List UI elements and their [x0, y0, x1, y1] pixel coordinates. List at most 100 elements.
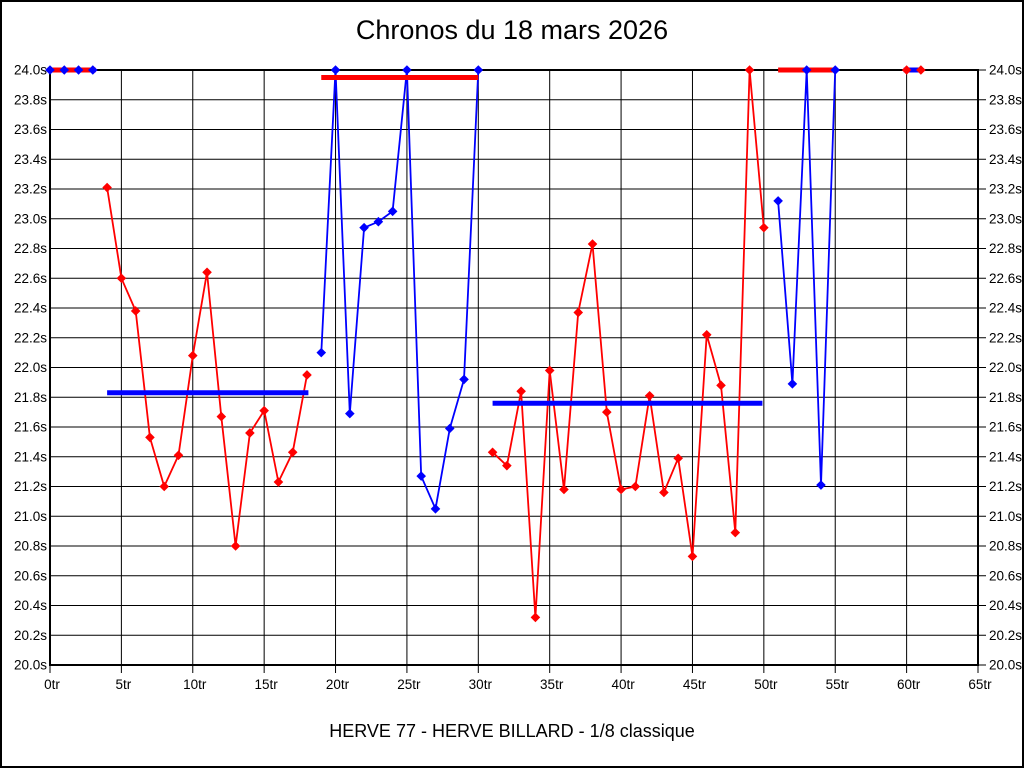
point-marker-stint-5	[816, 480, 826, 490]
point-marker-stint-2	[187, 350, 198, 361]
y-axis-label-left: 21.8s	[14, 390, 47, 405]
point-marker-stint-4	[644, 390, 655, 401]
x-axis-label: 50tr	[754, 677, 778, 692]
point-marker-stint-4	[673, 453, 683, 464]
y-axis-label-left: 22.4s	[14, 301, 47, 316]
point-marker-stint-4	[573, 307, 584, 318]
point-marker-stint-4	[602, 407, 612, 417]
point-marker-stint-2	[116, 273, 127, 284]
point-marker-stint-4	[687, 551, 698, 562]
y-axis-label-right: 20.0s	[989, 658, 1022, 673]
y-axis-label-left: 21.6s	[14, 420, 47, 435]
y-axis-label-right: 21.2s	[989, 479, 1022, 494]
series-line-stint-5	[777, 69, 837, 486]
series-line-stint-2	[106, 187, 308, 547]
y-axis-label-left: 20.8s	[14, 539, 47, 554]
y-axis-label-right: 22.6s	[989, 271, 1022, 286]
y-axis-label-left: 22.0s	[14, 360, 47, 375]
point-marker-stint-2	[259, 405, 269, 416]
point-marker-stint-4	[716, 380, 726, 391]
point-marker-stint-2	[245, 428, 255, 438]
x-axis-label: 60tr	[897, 677, 921, 692]
y-axis-label-left: 20.4s	[14, 598, 47, 613]
y-axis-label-left: 23.6s	[14, 122, 47, 137]
y-axis-label-right: 24.0s	[989, 63, 1022, 78]
series-line-stint-3	[320, 69, 480, 510]
y-axis-label-right: 23.2s	[989, 182, 1022, 197]
point-marker-stint-2	[302, 370, 312, 380]
y-axis-label-left: 21.2s	[14, 479, 47, 494]
y-axis-label-left: 20.2s	[14, 628, 47, 643]
point-marker-stint-1	[88, 65, 98, 75]
point-marker-stint-4	[544, 365, 555, 376]
y-axis-label-right: 21.8s	[989, 390, 1022, 405]
point-marker-stint-3	[459, 374, 469, 385]
x-axis-label: 65tr	[968, 677, 992, 692]
point-marker-stint-4	[730, 527, 741, 538]
x-axis-label: 25tr	[397, 677, 421, 692]
point-marker-stint-2	[173, 450, 184, 461]
point-marker-stint-4	[616, 484, 626, 495]
point-marker-stint-2	[216, 411, 227, 422]
point-marker-stint-6	[916, 65, 926, 75]
y-axis-label-left: 20.6s	[14, 568, 47, 583]
point-marker-stint-2	[130, 306, 141, 316]
point-marker-stint-3	[416, 471, 426, 481]
point-marker-stint-3	[444, 423, 455, 434]
point-marker-stint-1	[59, 65, 70, 75]
point-marker-stint-2	[287, 447, 298, 458]
y-axis-label-left: 22.8s	[14, 241, 47, 256]
x-axis-label: 45tr	[683, 677, 707, 692]
point-marker-stint-4	[502, 460, 512, 471]
y-axis-label-right: 21.6s	[989, 420, 1022, 435]
y-axis-label-right: 22.4s	[989, 301, 1022, 316]
point-marker-stint-4	[587, 239, 598, 249]
point-marker-stint-2	[145, 432, 155, 443]
x-axis-label: 20tr	[326, 677, 350, 692]
point-marker-stint-5	[801, 65, 812, 75]
y-axis-label-left: 24.0s	[14, 63, 47, 78]
point-marker-stint-4	[630, 481, 641, 492]
chart-title: Chronos du 18 mars 2026	[355, 15, 669, 45]
y-axis-label-left: 22.2s	[14, 330, 47, 345]
point-marker-stint-2	[102, 182, 112, 193]
point-marker-stint-3	[402, 65, 412, 75]
point-marker-stint-4	[516, 386, 526, 397]
point-marker-stint-4	[559, 484, 569, 495]
y-axis-label-right: 20.8s	[989, 539, 1022, 554]
y-axis-label-left: 23.0s	[14, 211, 47, 226]
point-marker-stint-4	[759, 222, 769, 233]
point-marker-stint-3	[373, 216, 384, 227]
point-marker-stint-2	[159, 481, 170, 492]
point-marker-stint-2	[273, 477, 284, 487]
y-axis-label-right: 20.2s	[989, 628, 1022, 643]
y-axis-label-right: 20.6s	[989, 568, 1022, 583]
point-marker-stint-3	[430, 504, 441, 514]
y-axis-label-left: 20.0s	[14, 658, 47, 673]
y-axis-label-left: 21.0s	[14, 509, 47, 524]
y-axis-label-right: 22.0s	[989, 360, 1022, 375]
x-axis-label: 15tr	[255, 677, 279, 692]
y-axis-label-right: 23.8s	[989, 92, 1022, 107]
point-marker-stint-5	[773, 196, 783, 206]
y-axis-label-left: 23.8s	[14, 92, 47, 107]
point-marker-stint-4	[530, 612, 541, 623]
x-axis-label: 55tr	[826, 677, 850, 692]
y-axis-label-left: 22.6s	[14, 271, 47, 286]
chart-footer: HERVE 77 - HERVE BILLARD - 1/8 classique	[329, 721, 695, 741]
y-axis-label-right: 21.4s	[989, 449, 1022, 464]
x-axis-label: 0tr	[44, 677, 60, 692]
y-axis-label-right: 22.8s	[989, 241, 1022, 256]
x-axis-label: 35tr	[540, 677, 564, 692]
y-axis-label-right: 20.4s	[989, 598, 1022, 613]
x-axis-label: 40tr	[611, 677, 635, 692]
point-marker-stint-1	[45, 65, 55, 75]
point-marker-stint-4	[487, 447, 498, 458]
point-marker-stint-5	[830, 65, 841, 75]
x-axis-label: 30tr	[469, 677, 493, 692]
point-marker-stint-6	[901, 65, 912, 75]
point-marker-stint-3	[359, 222, 369, 233]
point-marker-stint-3	[473, 65, 484, 75]
